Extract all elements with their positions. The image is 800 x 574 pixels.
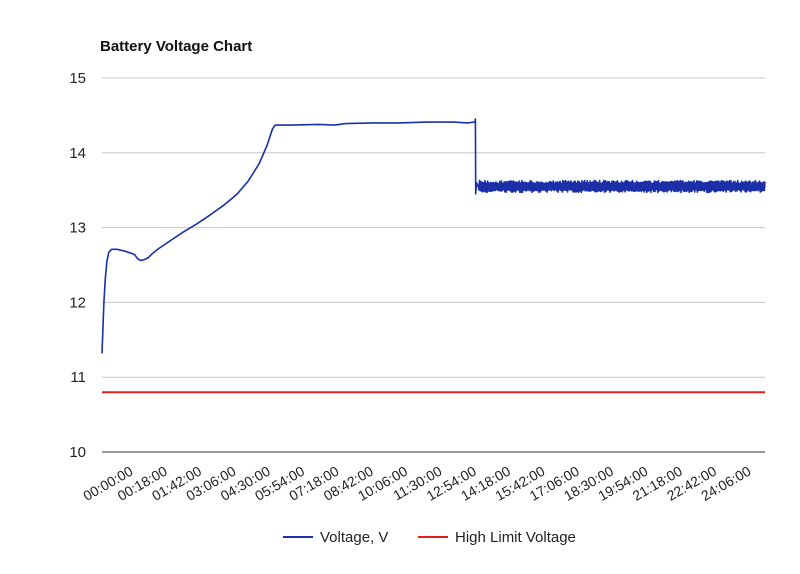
y-tick-label: 10 bbox=[69, 444, 86, 461]
legend: Voltage, V High Limit Voltage bbox=[283, 529, 576, 546]
voltage-line bbox=[101, 118, 766, 354]
y-tick-label: 15 bbox=[69, 70, 86, 87]
y-tick-label: 14 bbox=[69, 145, 86, 162]
series-layer bbox=[101, 118, 766, 394]
legend-label: High Limit Voltage bbox=[455, 529, 576, 546]
legend-label: Voltage, V bbox=[320, 529, 388, 546]
y-tick-label: 12 bbox=[69, 294, 86, 311]
legend-item-high-limit: High Limit Voltage bbox=[418, 529, 576, 546]
chart-title: Battery Voltage Chart bbox=[100, 38, 252, 55]
y-tick-label: 13 bbox=[69, 220, 86, 237]
y-axis-ticks: 10 11 12 13 14 15 bbox=[69, 70, 86, 461]
x-axis-ticks: 00:00:0000:18:0001:42:0003:06:0004:30:00… bbox=[80, 463, 753, 504]
legend-item-voltage: Voltage, V bbox=[283, 529, 388, 546]
grid-layer bbox=[102, 77, 765, 453]
y-tick-label: 11 bbox=[70, 369, 86, 386]
series-voltage bbox=[101, 118, 766, 354]
